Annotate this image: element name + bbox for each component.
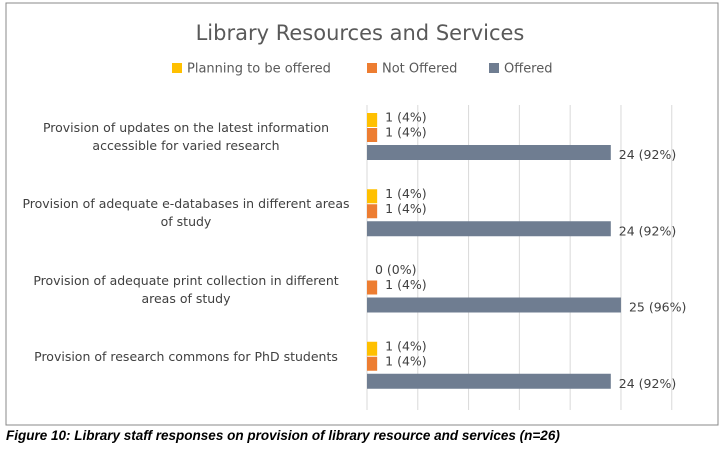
value-label: 24 (92%) bbox=[619, 223, 676, 238]
bar bbox=[367, 221, 611, 237]
bar bbox=[367, 356, 378, 371]
value-label: 1 (4%) bbox=[385, 338, 427, 353]
value-label: 1 (4%) bbox=[385, 186, 427, 201]
legend-swatch bbox=[367, 63, 377, 73]
value-label: 25 (96%) bbox=[629, 300, 686, 315]
chart-title: Library Resources and Services bbox=[196, 21, 525, 45]
bar bbox=[367, 373, 611, 389]
bar bbox=[367, 204, 378, 219]
bar bbox=[367, 280, 378, 295]
value-label: 1 (4%) bbox=[385, 277, 427, 292]
bar bbox=[367, 128, 378, 142]
bar bbox=[367, 297, 621, 313]
category-label: Provision of research commons for PhD st… bbox=[34, 348, 338, 364]
legend-swatch bbox=[489, 63, 499, 73]
value-label: 1 (4%) bbox=[385, 201, 427, 216]
category-label: Provision of adequate e-databases in dif… bbox=[22, 196, 350, 230]
value-label: 1 (4%) bbox=[385, 110, 427, 125]
chart-border bbox=[5, 2, 719, 426]
bar bbox=[367, 113, 378, 127]
figure-caption: Figure 10: Library staff responses on pr… bbox=[6, 428, 560, 443]
value-label: 1 (4%) bbox=[385, 353, 427, 368]
category-label: Provision of adequate print collection i… bbox=[33, 272, 339, 306]
category-label: Provision of updates on the latest infor… bbox=[42, 120, 330, 153]
legend-label: Not Offered bbox=[382, 62, 457, 77]
bar bbox=[367, 145, 611, 160]
bar bbox=[367, 189, 378, 204]
value-label: 24 (92%) bbox=[619, 376, 676, 391]
value-label: 0 (0%) bbox=[375, 262, 417, 277]
legend-label: Offered bbox=[504, 62, 553, 77]
value-label: 24 (92%) bbox=[619, 147, 676, 162]
value-label: 1 (4%) bbox=[385, 125, 427, 140]
bar bbox=[367, 341, 378, 356]
legend-label: Planning to be offered bbox=[187, 62, 331, 77]
legend-swatch bbox=[172, 63, 182, 73]
